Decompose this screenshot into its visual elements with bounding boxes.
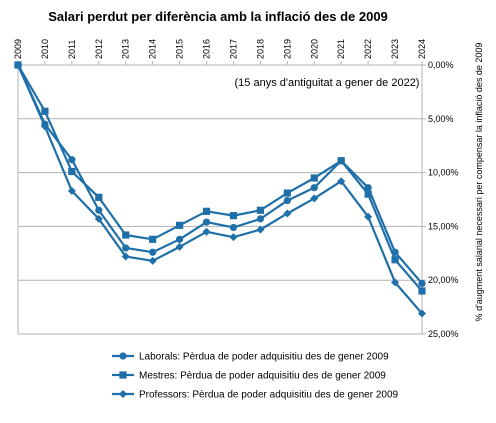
data-point — [149, 248, 157, 256]
legend-item: Laborals: Pèrdua de poder adquisitiu des… — [112, 352, 389, 363]
data-point — [202, 218, 211, 226]
data-point — [68, 156, 76, 164]
data-point — [175, 242, 184, 251]
data-point — [364, 190, 372, 198]
data-point — [202, 207, 211, 215]
data-point — [364, 212, 373, 221]
chart-subtitle: (15 anys d'antiguitat a gener de 2022) — [235, 77, 420, 89]
data-point — [229, 223, 238, 232]
data-point — [337, 157, 345, 165]
data-point — [391, 278, 400, 287]
x-tick-label: 2010 — [40, 39, 50, 59]
legend-label: Mestres: Pèrdua de poder adquisitiu des … — [139, 371, 386, 382]
data-point — [40, 122, 49, 131]
data-point — [176, 235, 184, 243]
series-line — [16, 64, 423, 285]
data-point — [310, 174, 318, 182]
data-point — [256, 215, 264, 223]
data-point — [418, 279, 426, 288]
data-point — [418, 309, 426, 318]
data-point — [283, 189, 291, 197]
legend-item: Professors: Pèrdua de poder adquisitiu d… — [112, 390, 399, 401]
data-point — [256, 206, 264, 214]
data-point — [310, 184, 318, 192]
x-tick-label: 2012 — [94, 39, 104, 59]
data-point — [229, 212, 238, 220]
x-tick-label: 2020 — [309, 39, 319, 59]
data-point — [121, 252, 130, 261]
data-point — [256, 225, 265, 234]
data-point — [337, 177, 346, 186]
legend: Laborals: Pèrdua de poder adquisitiu des… — [112, 352, 399, 401]
data-point — [94, 214, 103, 223]
legend-marker — [119, 352, 127, 360]
x-tick-label: 2017 — [228, 39, 238, 59]
x-tick-label: 2009 — [13, 39, 23, 59]
series-lines — [14, 61, 426, 318]
x-tick-label: 2021 — [336, 39, 346, 59]
x-tick-label: 2016 — [202, 39, 212, 59]
data-point — [122, 244, 130, 252]
x-tick-label: 2013 — [121, 39, 131, 59]
series-square — [14, 61, 426, 295]
data-point — [283, 209, 292, 218]
y-tick-label: 20,00% — [428, 275, 459, 285]
data-point — [67, 186, 76, 195]
data-point — [149, 235, 157, 243]
series-line — [16, 64, 423, 315]
data-point — [122, 231, 130, 239]
grid — [18, 64, 422, 335]
data-point — [148, 256, 157, 265]
y-axis-label: % d'augment salarial necessari per compe… — [474, 43, 484, 322]
y-tick-label: 10,00% — [428, 168, 459, 178]
series-diamond — [14, 61, 426, 318]
data-point — [95, 193, 103, 201]
axes: 0,00% 5,00% 10,00% 15,00% 20,00% 25,00% 2009 20… — [13, 39, 459, 339]
legend-marker — [119, 371, 127, 379]
data-point — [229, 233, 238, 242]
data-point — [418, 287, 426, 295]
chart-title: Salari perdut per diferència amb la infl… — [48, 9, 388, 24]
data-point — [202, 227, 211, 236]
x-tick-label: 2014 — [148, 39, 158, 59]
data-point — [68, 167, 76, 176]
x-tick-label: 2018 — [255, 39, 265, 59]
legend-label: Professors: Pèrdua de poder adquisitiu d… — [139, 390, 399, 401]
data-point — [176, 221, 184, 229]
legend-item: Mestres: Pèrdua de poder adquisitiu des … — [112, 371, 386, 382]
y-tick-label: 0,00% — [428, 60, 454, 70]
y-tick-label: 25,00% — [428, 329, 459, 339]
x-tick-label: 2022 — [363, 39, 373, 59]
legend-marker — [119, 390, 127, 398]
x-tick-label: 2024 — [417, 39, 427, 59]
y-tick-label: 5,00% — [428, 114, 454, 124]
data-point — [310, 194, 319, 203]
x-tick-label: 2019 — [282, 39, 292, 59]
data-point — [283, 196, 291, 205]
x-tick-label: 2023 — [390, 39, 400, 59]
legend-label: Laborals: Pèrdua de poder adquisitiu des… — [139, 352, 389, 363]
x-tick-label: 2015 — [175, 39, 185, 59]
y-tick-label: 15,00% — [428, 221, 459, 231]
data-point — [14, 61, 22, 69]
data-point — [364, 184, 372, 192]
x-tick-label: 2011 — [67, 40, 77, 59]
data-point — [41, 107, 49, 115]
data-point — [391, 256, 399, 264]
data-point — [95, 206, 103, 214]
series-line — [17, 64, 423, 292]
